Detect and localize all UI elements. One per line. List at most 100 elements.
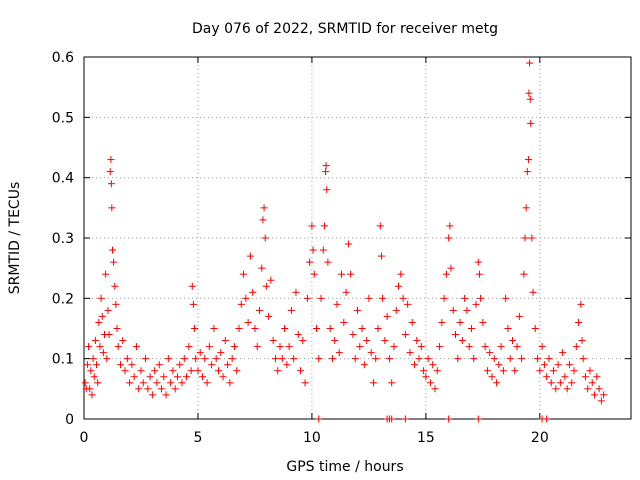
data-point [354, 306, 361, 314]
data-point [506, 355, 514, 363]
data-point [486, 349, 494, 357]
data-point [212, 355, 220, 363]
data-point [315, 415, 323, 423]
data-point [490, 355, 498, 363]
data-point [308, 222, 316, 230]
data-point [458, 337, 466, 345]
data-point [565, 361, 573, 369]
data-point [297, 367, 305, 375]
data-point [144, 385, 152, 393]
data-point [249, 288, 257, 296]
data-point [563, 385, 571, 393]
data-point [320, 222, 328, 230]
data-point [310, 270, 318, 278]
data-point [96, 343, 104, 351]
data-point [527, 119, 535, 127]
y-tick-label: 0.6 [52, 50, 74, 66]
data-point [401, 331, 409, 339]
data-point [358, 325, 366, 332]
data-point [135, 385, 143, 393]
data-point [294, 331, 302, 339]
data-point [461, 294, 469, 302]
data-point [446, 222, 454, 230]
data-point [309, 246, 317, 254]
data-point [285, 343, 293, 351]
data-point [404, 300, 412, 308]
data-point [518, 355, 526, 363]
data-point [283, 361, 291, 369]
data-point [259, 216, 267, 224]
data-point [499, 367, 507, 375]
data-point [561, 373, 569, 381]
y-tick-label: 0 [65, 412, 74, 428]
data-point [431, 385, 439, 393]
data-point [292, 288, 300, 296]
data-point [528, 234, 536, 242]
data-point [139, 379, 147, 387]
data-point [323, 186, 331, 194]
data-point [488, 373, 496, 381]
x-tick-label: 20 [531, 430, 549, 446]
data-point [333, 300, 341, 308]
data-point [261, 234, 269, 242]
data-point [383, 312, 391, 320]
data-point [417, 343, 425, 351]
data-point [315, 355, 323, 363]
data-point [556, 379, 564, 387]
data-point [511, 367, 519, 375]
data-point [299, 337, 307, 345]
data-point [199, 373, 207, 381]
data-point [331, 337, 339, 345]
data-point [568, 379, 576, 387]
data-point [342, 288, 350, 296]
data-point [246, 252, 254, 260]
data-point [205, 343, 213, 351]
data-point [265, 312, 273, 320]
data-point [192, 355, 200, 363]
data-point [508, 337, 516, 345]
x-tick-label: 15 [417, 430, 435, 446]
data-point [110, 258, 118, 266]
data-point [575, 318, 583, 326]
data-point [454, 355, 462, 363]
data-point [88, 391, 96, 399]
data-point [242, 294, 250, 302]
data-point [102, 270, 110, 278]
data-point [233, 367, 241, 375]
data-point [114, 343, 122, 351]
data-point [91, 337, 99, 345]
data-point [146, 373, 154, 381]
data-point [105, 331, 113, 339]
data-point [479, 318, 487, 326]
data-point [591, 391, 599, 399]
data-point [360, 361, 368, 369]
data-point [214, 367, 222, 375]
data-point [228, 355, 236, 363]
data-point [328, 355, 336, 363]
x-axis-label: GPS time / hours [286, 459, 403, 475]
data-point [408, 318, 416, 326]
y-tick-label: 0.4 [52, 171, 74, 187]
data-point [301, 379, 309, 387]
data-point [267, 276, 275, 284]
data-point [322, 162, 330, 170]
data-point [531, 325, 539, 332]
data-point [97, 294, 105, 302]
data-point [385, 355, 393, 363]
data-point [119, 337, 127, 345]
data-point [472, 300, 480, 308]
data-point [160, 373, 168, 381]
data-point [545, 355, 553, 363]
data-point [137, 367, 145, 375]
data-point [94, 379, 102, 387]
data-point [208, 361, 216, 369]
x-tick-label: 10 [303, 430, 321, 446]
data-point [465, 343, 473, 351]
data-point [572, 343, 580, 351]
data-point [180, 355, 188, 363]
data-point [429, 361, 437, 369]
data-point [217, 349, 225, 357]
data-point [388, 379, 396, 387]
data-point [86, 385, 94, 393]
